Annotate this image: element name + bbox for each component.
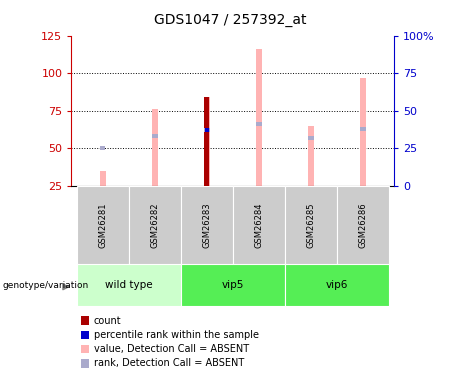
Text: GSM26285: GSM26285 — [307, 202, 315, 248]
Bar — [256, 49, 262, 186]
Bar — [308, 126, 314, 186]
Bar — [360, 78, 366, 186]
Text: vip5: vip5 — [222, 280, 244, 290]
Text: rank, Detection Call = ABSENT: rank, Detection Call = ABSENT — [94, 358, 244, 368]
Text: percentile rank within the sample: percentile rank within the sample — [94, 330, 259, 340]
Bar — [129, 186, 181, 264]
Text: count: count — [94, 316, 121, 326]
Text: value, Detection Call = ABSENT: value, Detection Call = ABSENT — [94, 344, 248, 354]
Text: GSM26286: GSM26286 — [358, 202, 367, 248]
Bar — [100, 171, 106, 186]
Bar — [152, 134, 158, 138]
Text: GSM26283: GSM26283 — [202, 202, 211, 248]
Bar — [360, 127, 366, 130]
Bar — [181, 264, 285, 306]
Bar — [152, 109, 158, 186]
Bar — [285, 264, 389, 306]
Text: GSM26282: GSM26282 — [150, 202, 159, 248]
Bar — [204, 128, 210, 132]
Bar — [204, 97, 210, 186]
Bar — [205, 128, 209, 132]
Text: GSM26284: GSM26284 — [254, 202, 263, 248]
Bar — [285, 186, 337, 264]
Text: wild type: wild type — [105, 280, 153, 290]
Bar — [204, 97, 209, 186]
Bar — [233, 186, 285, 264]
Text: GSM26281: GSM26281 — [98, 202, 107, 248]
Bar — [256, 122, 262, 126]
Bar — [77, 264, 181, 306]
Bar — [337, 186, 389, 264]
Bar — [100, 146, 106, 150]
Text: GDS1047 / 257392_at: GDS1047 / 257392_at — [154, 13, 307, 27]
Bar — [308, 136, 313, 140]
Bar — [77, 186, 129, 264]
Bar — [181, 186, 233, 264]
Text: vip6: vip6 — [326, 280, 348, 290]
Text: genotype/variation: genotype/variation — [2, 280, 89, 290]
